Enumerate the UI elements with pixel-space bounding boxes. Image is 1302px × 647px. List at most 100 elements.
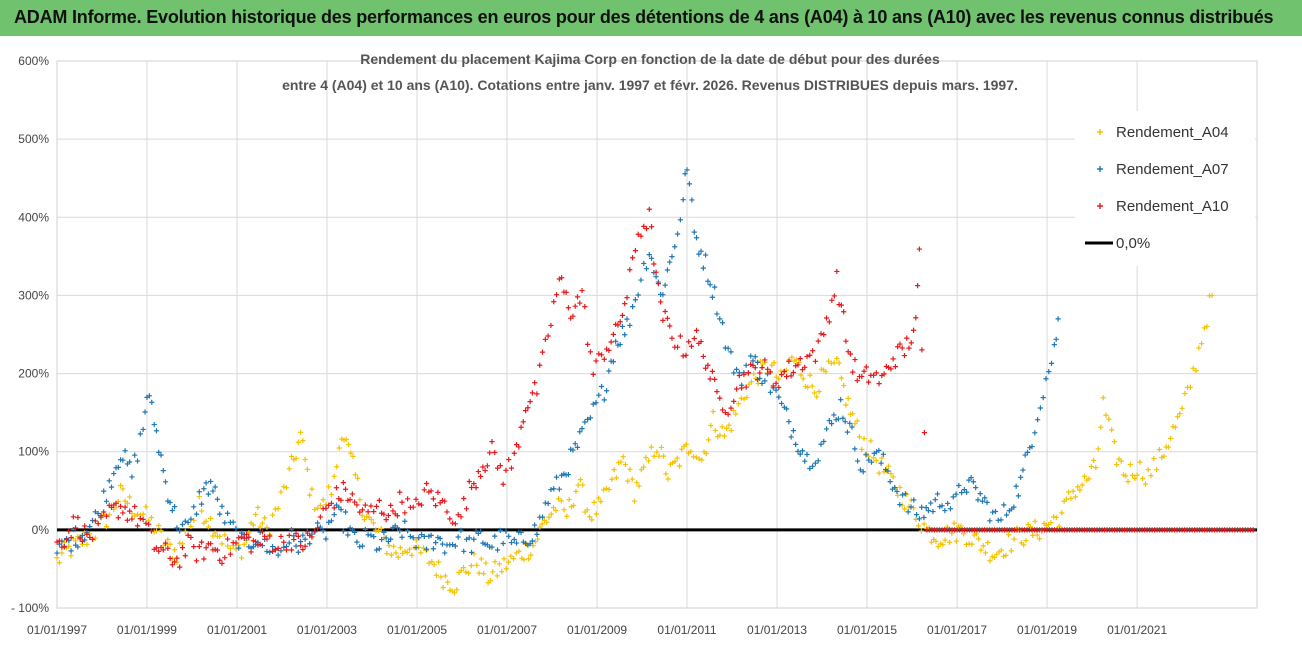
data-point xyxy=(492,449,498,456)
data-point xyxy=(636,483,642,489)
data-point xyxy=(212,530,218,536)
data-point xyxy=(978,547,984,553)
data-point xyxy=(664,267,671,273)
data-point xyxy=(177,564,183,570)
data-point xyxy=(198,501,205,507)
data-point xyxy=(1168,435,1174,442)
data-point xyxy=(613,475,619,481)
data-point xyxy=(968,475,974,481)
data-point xyxy=(717,395,723,401)
x-tick-label: 01/01/2013 xyxy=(747,623,807,637)
data-point xyxy=(480,571,487,577)
data-point xyxy=(1142,481,1149,487)
data-point xyxy=(627,267,633,273)
data-point xyxy=(375,527,382,533)
data-point xyxy=(570,447,576,453)
data-point xyxy=(362,526,368,533)
data-point xyxy=(359,513,365,519)
data-point xyxy=(124,517,130,523)
data-point xyxy=(124,500,130,506)
data-point xyxy=(998,547,1004,553)
data-point xyxy=(714,311,720,317)
data-point xyxy=(876,470,882,476)
data-point xyxy=(596,392,602,398)
data-point xyxy=(880,451,886,457)
data-point xyxy=(852,421,858,427)
data-point xyxy=(765,366,771,372)
series-Rendement_A04 xyxy=(54,292,1215,596)
data-point xyxy=(818,331,824,337)
data-point xyxy=(582,304,588,310)
data-point xyxy=(565,471,572,478)
data-point xyxy=(264,524,270,531)
data-point xyxy=(645,458,652,464)
data-point xyxy=(381,511,387,517)
data-point xyxy=(998,517,1004,523)
data-point xyxy=(778,372,785,378)
data-point xyxy=(466,535,472,541)
chart-title-line2: entre 4 (A04) et 10 ans (A10). Cotations… xyxy=(282,77,1018,93)
data-point xyxy=(219,503,225,509)
data-point xyxy=(122,448,128,454)
data-point xyxy=(243,531,250,537)
data-point xyxy=(551,486,557,492)
data-point xyxy=(84,531,90,537)
data-point xyxy=(987,518,993,524)
data-point xyxy=(945,500,951,507)
data-point xyxy=(345,532,351,538)
data-point xyxy=(669,335,675,341)
data-point xyxy=(342,486,349,492)
data-point xyxy=(323,536,329,542)
data-point xyxy=(904,335,910,341)
data-point xyxy=(79,532,86,539)
y-tick-label: - 100% xyxy=(11,601,49,615)
data-point xyxy=(857,467,863,473)
data-point xyxy=(705,362,711,368)
data-point xyxy=(134,523,141,529)
data-point xyxy=(413,496,419,502)
data-point xyxy=(359,543,366,549)
data-point xyxy=(537,524,543,530)
data-point xyxy=(921,521,927,527)
data-point xyxy=(520,419,526,425)
data-point xyxy=(156,548,162,554)
data-point xyxy=(790,428,797,434)
data-point xyxy=(969,541,975,547)
data-point xyxy=(726,422,732,428)
data-point xyxy=(738,395,744,401)
data-point xyxy=(773,387,779,393)
data-point xyxy=(828,421,835,427)
data-point xyxy=(631,498,638,504)
data-point xyxy=(1034,532,1040,538)
data-point xyxy=(608,339,614,345)
data-point xyxy=(799,448,806,454)
data-point xyxy=(179,544,186,551)
data-point xyxy=(219,560,225,567)
data-point xyxy=(106,478,112,484)
data-point xyxy=(598,499,604,505)
data-point xyxy=(680,353,686,359)
data-point xyxy=(693,235,700,241)
y-tick-label: 0% xyxy=(32,523,50,537)
data-point xyxy=(87,534,93,541)
data-point xyxy=(856,434,863,440)
data-point xyxy=(275,506,281,512)
data-point xyxy=(863,452,869,458)
data-point xyxy=(404,550,410,556)
data-point xyxy=(660,292,666,298)
data-point xyxy=(622,461,629,468)
data-point xyxy=(381,529,387,536)
data-point xyxy=(505,559,512,565)
data-point xyxy=(868,438,874,444)
data-point xyxy=(572,441,578,447)
data-point xyxy=(241,541,247,547)
data-point xyxy=(1106,416,1112,422)
data-point xyxy=(307,492,313,498)
data-point xyxy=(754,359,761,365)
data-point xyxy=(534,391,540,397)
data-point xyxy=(421,487,427,493)
data-point xyxy=(352,529,358,536)
data-point xyxy=(508,539,515,546)
data-point xyxy=(342,509,349,515)
data-point xyxy=(516,548,522,554)
